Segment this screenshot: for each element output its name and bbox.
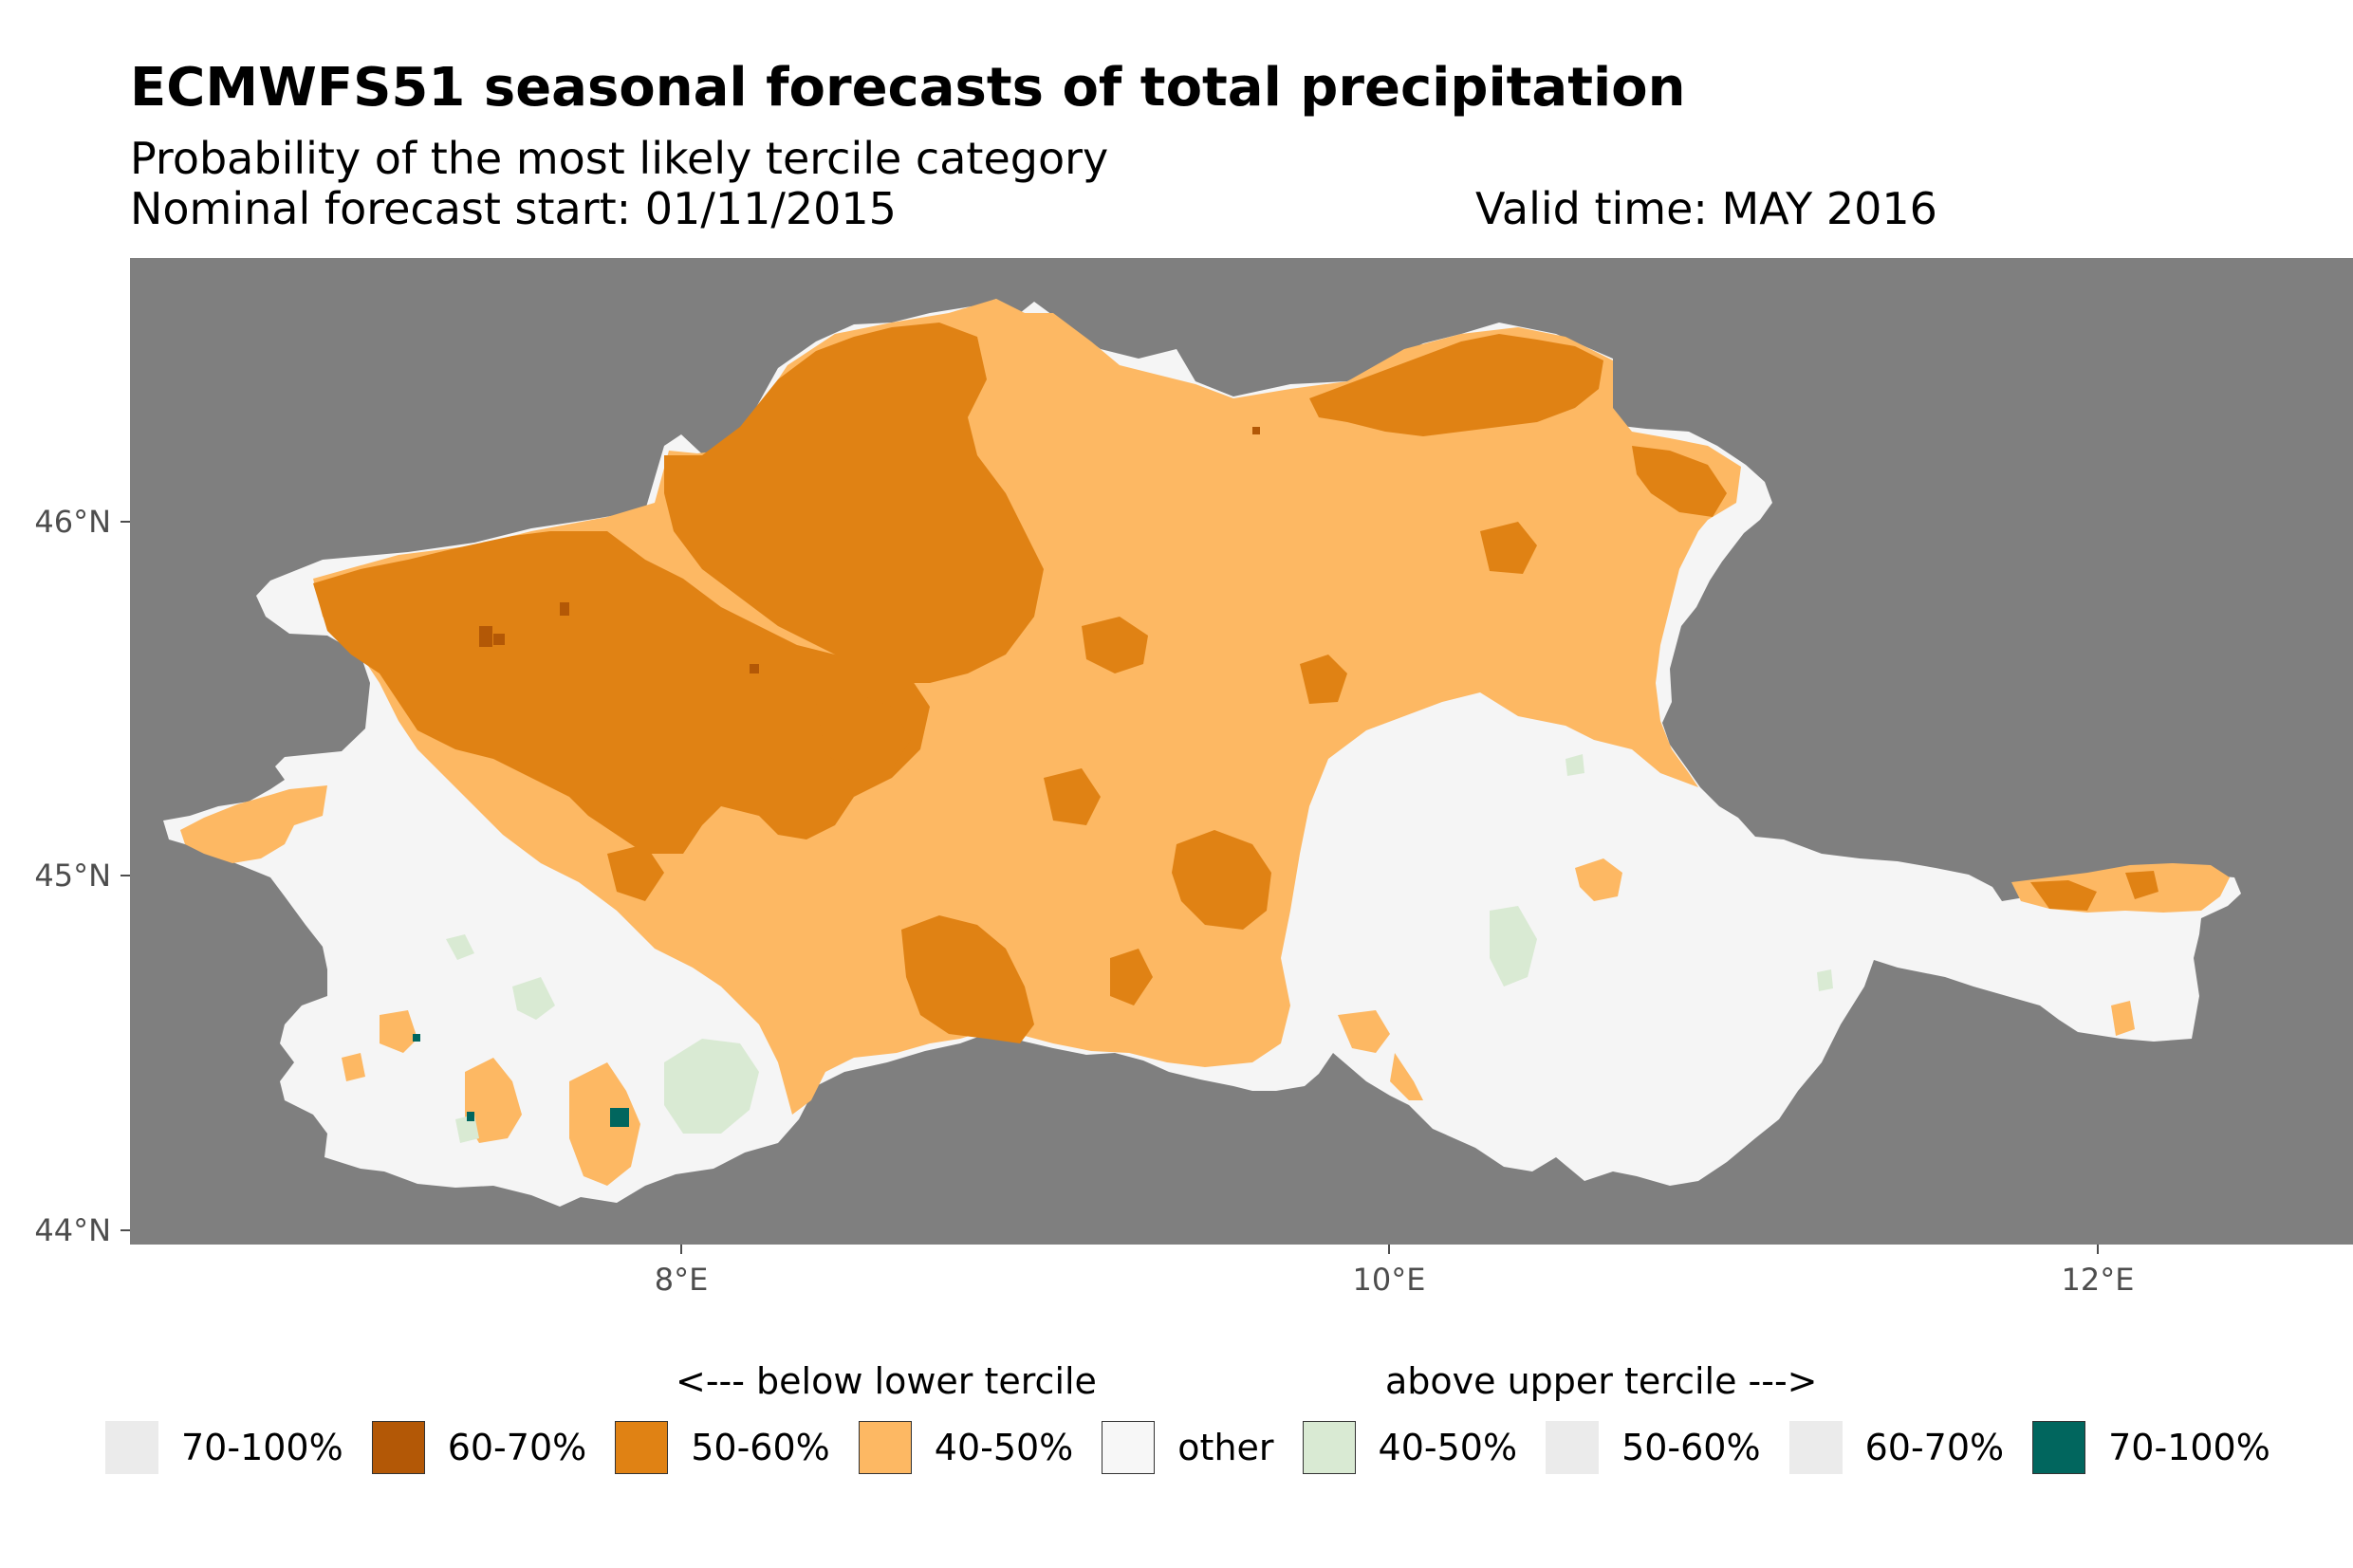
- valid-time-label: Valid time: MAY 2016: [1475, 183, 1937, 234]
- chart-title: ECMWFS51 seasonal forecasts of total pre…: [130, 57, 1686, 119]
- light-orange-patch-1: [1575, 858, 1622, 901]
- light-green-patch-4: [512, 977, 555, 1020]
- orange-east-arm-patch-2: [2125, 871, 2158, 899]
- forecast-start-label: Nominal forecast start: 01/11/2015: [130, 183, 897, 234]
- legend-swatch: [1546, 1421, 1600, 1474]
- legend-label: 60-70%: [447, 1427, 587, 1468]
- region-below-60-70: [479, 427, 1260, 673]
- orange-mid-3: [1480, 522, 1537, 574]
- legend-item-above-60-70: 60-70%: [1788, 1421, 2005, 1474]
- x-tick-label-8: 8°E: [655, 1262, 709, 1298]
- orange-center-east: [1172, 830, 1271, 930]
- light-green-patch-7: [1566, 754, 1584, 776]
- legend-below-heading: <--- below lower tercile: [676, 1360, 1097, 1402]
- legend-item-below-60-70: 60-70%: [371, 1421, 587, 1474]
- legend-item-below-50-60: 50-60%: [615, 1421, 830, 1474]
- x-axis: 8°E 10°E 12°E: [655, 1245, 2135, 1298]
- legend-item-below-70-100: 70-100%: [105, 1421, 343, 1474]
- x-tick-label-12: 12°E: [2062, 1262, 2135, 1298]
- region-below-50-60: [313, 323, 2158, 1043]
- y-tick-label-44: 44°N: [34, 1212, 111, 1248]
- legend-label: 50-60%: [691, 1427, 830, 1468]
- legend-above-heading: above upper tercile --->: [1385, 1360, 1818, 1402]
- orange-center-south: [901, 915, 1034, 1043]
- light-green-patch-3: [446, 934, 474, 960]
- teal-patch-2: [467, 1112, 474, 1121]
- light-orange-west-patch: [180, 785, 327, 863]
- legend-label: 60-70%: [1864, 1427, 2005, 1468]
- orange-mid-1: [1082, 617, 1148, 673]
- orange-south-1: [1110, 949, 1153, 1005]
- dark-orange-patch-2: [493, 634, 505, 645]
- y-axis: 46°N 45°N 44°N: [34, 504, 130, 1248]
- light-green-patch-5: [455, 1115, 479, 1143]
- legend-swatch: [371, 1421, 425, 1474]
- legend-label: other: [1177, 1427, 1274, 1468]
- legend-swatch: [105, 1421, 158, 1474]
- region-above-40-50: [446, 754, 1833, 1143]
- legend-item-other: other: [1102, 1421, 1274, 1474]
- teal-patch-3: [413, 1034, 420, 1042]
- orange-north-band: [1309, 334, 1603, 436]
- legend-swatch: [615, 1421, 669, 1474]
- orange-center-mid: [816, 692, 911, 773]
- orange-mid-2: [1300, 655, 1347, 704]
- orange-large-center: [664, 323, 1044, 683]
- light-green-patch-1: [664, 1039, 759, 1134]
- legend: 70-100% 60-70% 50-60% 40-50% other 40-50…: [105, 1420, 2270, 1475]
- light-orange-patch-3: [1390, 1053, 1423, 1100]
- orange-mid-4: [1044, 768, 1101, 825]
- dark-orange-patch-3: [560, 602, 569, 616]
- orange-large-west: [313, 531, 930, 854]
- legend-item-above-50-60: 50-60%: [1546, 1421, 1761, 1474]
- y-tick-label-45: 45°N: [34, 858, 111, 894]
- light-green-patch-2: [1490, 906, 1537, 987]
- light-orange-patch-6: [569, 1062, 640, 1186]
- dark-orange-patch-5: [1252, 427, 1260, 434]
- chart-subtitle: Probability of the most likely tercile c…: [130, 133, 1109, 184]
- legend-swatch: [858, 1421, 912, 1474]
- legend-label: 50-60%: [1621, 1427, 1761, 1468]
- legend-item-below-40-50: 40-50%: [858, 1421, 1074, 1474]
- orange-east-arm-patch: [2030, 880, 2097, 911]
- legend-label: 40-50%: [1378, 1427, 1518, 1468]
- dark-orange-patch-1: [479, 626, 492, 647]
- legend-label: 70-100%: [181, 1427, 343, 1468]
- dark-orange-patch-4: [750, 664, 759, 673]
- legend-swatch: [2032, 1421, 2086, 1474]
- light-orange-patch-7: [342, 1053, 365, 1081]
- orange-east-patch: [1632, 446, 1727, 517]
- legend-swatch: [1302, 1421, 1356, 1474]
- y-tick-label-46: 46°N: [34, 504, 111, 540]
- light-green-patch-6: [1817, 969, 1833, 991]
- light-orange-patch-2: [1338, 1010, 1390, 1053]
- orange-mid-5: [607, 844, 664, 901]
- region-above-70-100: [413, 1034, 629, 1127]
- light-orange-patch-4: [380, 1010, 417, 1053]
- light-orange-patch-5: [465, 1058, 522, 1143]
- legend-label: 40-50%: [934, 1427, 1074, 1468]
- legend-swatch: [1788, 1421, 1843, 1474]
- light-orange-patch-8: [2111, 1001, 2135, 1036]
- legend-item-above-70-100: 70-100%: [2032, 1421, 2270, 1474]
- legend-item-above-40-50: 40-50%: [1302, 1421, 1518, 1474]
- teal-patch-1: [610, 1108, 629, 1127]
- legend-label: 70-100%: [2108, 1427, 2270, 1468]
- x-tick-label-10: 10°E: [1353, 1262, 1426, 1298]
- legend-swatch: [1102, 1421, 1156, 1474]
